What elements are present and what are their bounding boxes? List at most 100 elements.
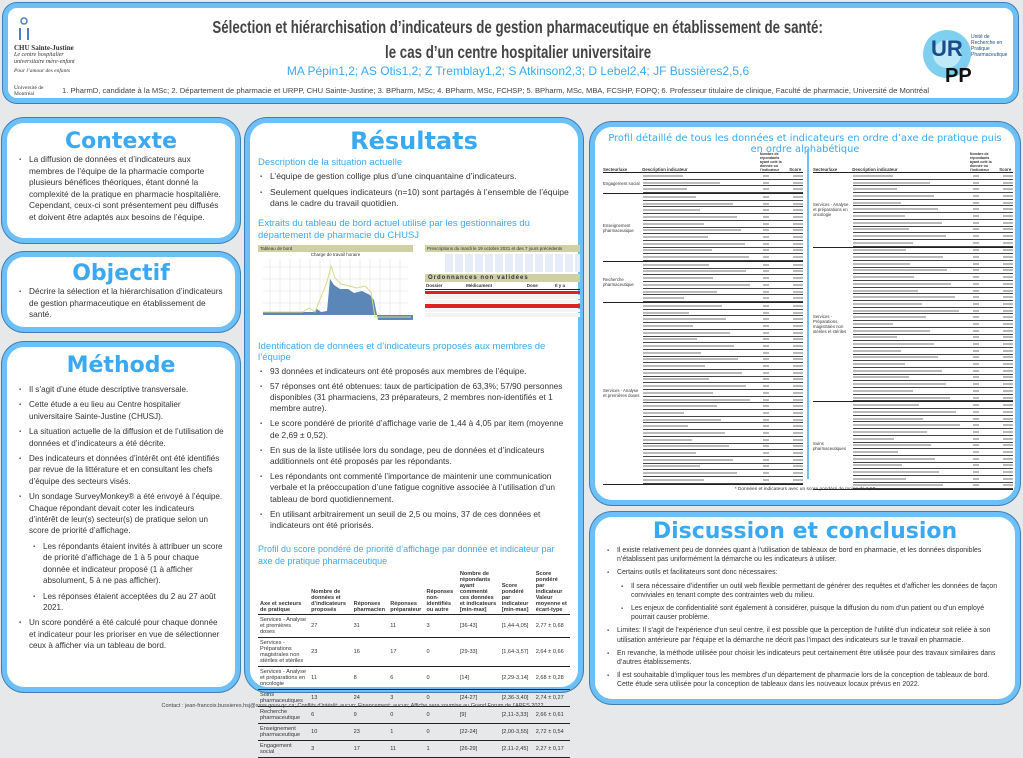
chu-tagline: Pour l’amour des enfants <box>14 68 71 74</box>
table-row <box>643 221 803 228</box>
table-row: Engagement social 3 17 11 1 [26-29] [2,11-2,45… <box>258 740 570 758</box>
table-row <box>853 200 1013 207</box>
list-item: Cette étude a eu lieu au Centre hospital… <box>17 399 225 422</box>
table-row: Soins pharmaceutiques 13 24 3 0 [24-27] [2,36-… <box>258 689 570 708</box>
contexte-list: La diffusion de données et d’indicateurs… <box>17 154 225 223</box>
table-row <box>853 186 1013 194</box>
table-row <box>643 228 803 235</box>
orders-table: Dossier Médicament Dose Il y a <box>425 281 580 290</box>
table-cell: 13 <box>309 689 352 708</box>
profil-title: Profil détaillé de tous les données et i… <box>608 133 1002 155</box>
table-cell: 8 <box>351 666 389 691</box>
footnote: * Données et indicateurs avec un score p… <box>734 487 876 492</box>
table-row <box>643 444 803 451</box>
table-row <box>853 301 1013 308</box>
table-row <box>643 282 803 289</box>
table-cell: [22-24] <box>457 723 500 742</box>
col-header: Nombre de répondants ayant commenté ces … <box>457 570 500 616</box>
table-cell: 11 <box>388 740 425 758</box>
profil-section-group: Recherche pharmaceutique <box>603 262 803 304</box>
list-item: Seulement quelques indicateurs (n=10) so… <box>258 187 570 210</box>
table-row <box>853 395 1013 402</box>
discussion-title: Discussion et conclusion <box>652 519 958 544</box>
list-item: 93 données et indicateurs ont été propos… <box>258 366 570 378</box>
table-row <box>853 422 1013 430</box>
table-row <box>853 248 1013 255</box>
list-item: Les répondants ont commenté l’importance… <box>258 471 570 505</box>
table-row <box>643 423 803 431</box>
table-cell: [29-33] <box>457 637 500 668</box>
table-cell: 11 <box>309 666 352 691</box>
panel-title: Prescriptions du mardi le 19 octobre 202… <box>425 244 580 252</box>
list-item: Le score pondéré de priorité d’affichage… <box>258 418 570 440</box>
table-row <box>853 314 1013 322</box>
table-cell: 1 <box>388 723 425 742</box>
table-row <box>853 227 1013 234</box>
table-cell: 16 <box>351 637 389 668</box>
table-cell: 2,74 ± 0,27 <box>533 689 570 708</box>
table-row <box>853 308 1013 315</box>
table-row <box>643 330 803 337</box>
table-row <box>643 450 803 457</box>
table-row <box>643 477 803 484</box>
col-header: Secteur/axe <box>813 167 838 172</box>
table-row <box>643 410 803 417</box>
table-row <box>643 186 803 194</box>
table-cell: [2,11-3,33] <box>499 706 534 725</box>
table-row <box>643 269 803 276</box>
table-row <box>643 201 803 208</box>
score-profile-table: Axe et secteurs de pratique Nombre de don… <box>258 570 570 758</box>
table-row <box>853 443 1013 450</box>
table-row <box>853 193 1013 200</box>
list-item: Décrire la sélection et la hiérarchisati… <box>17 286 225 321</box>
methode-section: Méthode Il s’agit d’une étude descriptiv… <box>2 342 240 692</box>
table-row <box>853 388 1013 395</box>
poster-title-line1-text: Sélection et hiérarchisation d’indicateu… <box>212 17 824 37</box>
dashboard-extract: Tableau de bord Charge de travail horair… <box>258 244 580 325</box>
sector-label: Recherche pharmaceutique <box>603 277 634 287</box>
profil-section-group: Enseignement pharmaceutique <box>603 194 803 262</box>
col-header: Médicament <box>465 281 526 290</box>
table-cell: 6 <box>388 666 425 691</box>
table-cell: 6 <box>309 706 352 725</box>
profil-section-group: Engagement social <box>603 173 803 195</box>
table-cell: 0 <box>424 689 458 708</box>
table-row: Services - Analyse et préparations en on… <box>258 666 570 691</box>
table-cell: Services - Analyse et préparations en on… <box>258 666 310 691</box>
identification-list: 93 données et indicateurs ont été propos… <box>258 366 570 532</box>
prescriptions-panel: Prescriptions du mardi le 19 octobre 202… <box>425 244 580 317</box>
prescriptions-grid <box>445 253 580 272</box>
objectif-section: Objectif Décrire la sélection et la hiér… <box>2 252 240 332</box>
table-row <box>643 207 803 215</box>
methode-title: Méthode <box>66 353 176 378</box>
table-row <box>643 254 803 261</box>
table-cell: [36-43] <box>457 614 500 639</box>
table-row <box>643 377 803 384</box>
table-cell: Recherche pharmaceutique <box>258 706 310 725</box>
poster-title-line2: le cas d’un centre hospitalier universit… <box>138 42 898 64</box>
table-row <box>643 397 803 404</box>
sector-label: Services - Préparations magistrales non … <box>813 314 847 335</box>
list-item: En utilisant arbitrairement un seuil de … <box>258 509 570 531</box>
discussion-list: Il existe relativement peu de données qu… <box>605 546 1005 690</box>
table-row <box>853 328 1013 335</box>
table-cell: 0 <box>424 723 458 742</box>
chart-title: Charge de travail horaire <box>310 251 361 257</box>
table-row <box>853 375 1013 382</box>
subsection-title: Identification de données et d’indicateu… <box>258 340 546 363</box>
table-cell: [9] <box>457 706 500 725</box>
table-row <box>853 281 1013 288</box>
chu-logo-icon <box>19 17 29 40</box>
methode-list: Il s’agit d’une étude descriptive transv… <box>17 384 225 652</box>
table-row <box>643 430 803 437</box>
profil-table-right: Secteur/axe Description indicateur Nombr… <box>813 149 1013 491</box>
col-header: Axe et secteurs de pratique <box>258 570 310 616</box>
contexte-section: Contexte La diffusion de données et d’in… <box>2 118 240 243</box>
table-row <box>643 403 803 411</box>
list-item: Il est souhaitable d’impliquer tous les … <box>605 671 1005 689</box>
table-row <box>643 214 803 221</box>
table-row <box>853 321 1013 328</box>
table-cell: 17 <box>388 637 425 668</box>
col-header: Score <box>789 167 802 172</box>
list-item: Certains outils et facilitateurs sont do… <box>605 568 1005 578</box>
